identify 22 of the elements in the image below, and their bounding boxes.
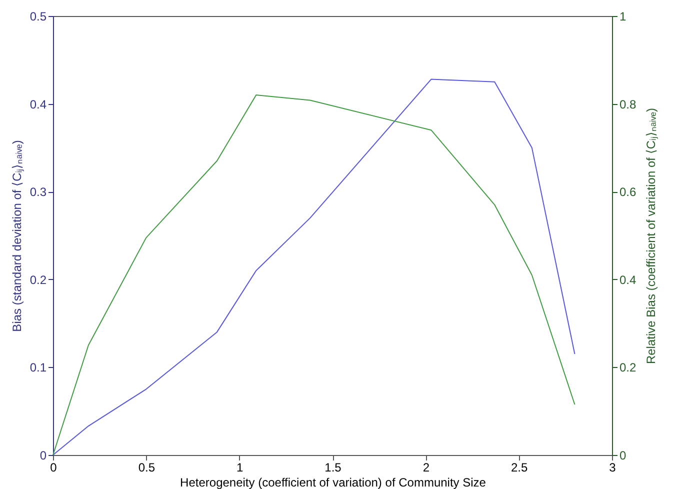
x-tick-label: 2 [422,460,430,474]
x-tick-label: 0 [50,460,58,474]
y2-tick-label: 0 [620,448,626,462]
y2-tick-label: 1 [620,10,626,24]
x-tick-label: 1 [236,460,244,474]
y-tick-label: 0.4 [30,97,47,112]
y-tick-label: 0 [40,448,47,462]
y-axis-title: Bias (standard deviation of ⟨Cᵢⱼ⟩ₙₐᵢᵥₑ) [10,140,24,332]
x-axis-title: Heterogeneity (coefficient of variation) of Community Size [180,476,486,489]
x-tick-label: 2.5 [510,460,528,474]
y2-tick-label: 0.6 [620,185,637,200]
x-tick-label: 3 [609,460,616,474]
y-tick-label: 0.3 [30,185,47,200]
y2-tick-label: 0.2 [620,360,637,375]
y-tick-label: 0.1 [30,360,47,375]
y2-axis-title: Relative Bias (coefficient of variation of ⟨Cᵢⱼ⟩ₙₐᵢᵥₑ) [644,108,658,364]
y2-tick-label: 0.4 [620,272,637,287]
y-tick-label: 0.2 [30,272,47,287]
x-tick-label: 0.5 [138,460,156,474]
x-tick-label: 1.5 [324,460,342,474]
y2-tick-label: 0.8 [620,97,637,112]
y-tick-label: 0.5 [30,10,47,24]
